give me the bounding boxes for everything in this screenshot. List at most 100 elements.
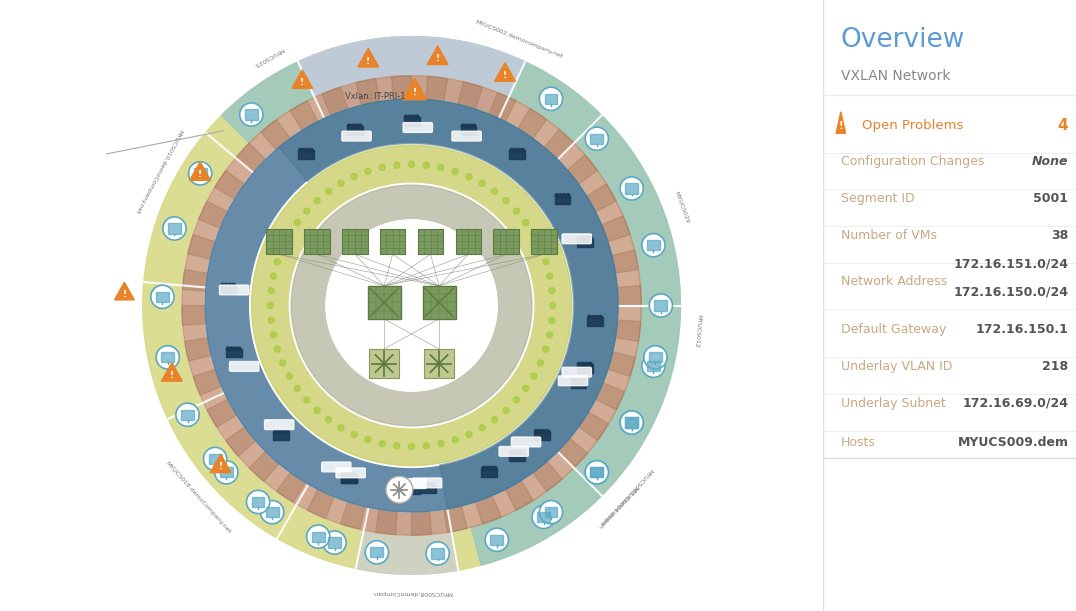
Circle shape: [323, 531, 346, 554]
Wedge shape: [426, 76, 448, 101]
Circle shape: [595, 315, 598, 319]
Bar: [252, 497, 265, 507]
Text: !: !: [218, 463, 223, 472]
Circle shape: [358, 124, 362, 128]
Circle shape: [274, 430, 278, 433]
Circle shape: [537, 360, 543, 366]
Circle shape: [228, 284, 231, 287]
Circle shape: [513, 148, 518, 152]
Bar: [298, 150, 314, 159]
Bar: [591, 467, 604, 477]
Circle shape: [468, 124, 472, 128]
Circle shape: [585, 127, 608, 150]
Text: MYUCS002.democompany.net: MYUCS002.democompany.net: [475, 20, 564, 59]
Circle shape: [326, 220, 497, 391]
Circle shape: [547, 332, 553, 338]
Bar: [342, 229, 368, 254]
Text: 4: 4: [1058, 118, 1068, 133]
Text: !: !: [170, 371, 174, 380]
Circle shape: [285, 430, 288, 433]
Bar: [591, 467, 604, 477]
Circle shape: [465, 124, 468, 128]
Circle shape: [203, 447, 227, 470]
Circle shape: [438, 164, 444, 170]
Text: MYUCS018.demoCompany.net: MYUCS018.demoCompany.net: [165, 461, 231, 535]
Circle shape: [231, 284, 236, 287]
Bar: [587, 317, 603, 326]
Circle shape: [260, 500, 284, 524]
Bar: [461, 126, 477, 134]
Circle shape: [513, 397, 520, 403]
Wedge shape: [533, 461, 563, 491]
Circle shape: [510, 450, 513, 454]
Circle shape: [379, 164, 385, 170]
Text: !: !: [300, 78, 305, 87]
Wedge shape: [356, 79, 379, 105]
FancyBboxPatch shape: [412, 478, 442, 488]
Circle shape: [348, 124, 351, 128]
Circle shape: [421, 483, 424, 486]
Bar: [509, 150, 525, 159]
Circle shape: [286, 373, 293, 379]
Circle shape: [240, 103, 263, 126]
Circle shape: [521, 148, 525, 152]
Circle shape: [365, 541, 388, 564]
Circle shape: [206, 99, 618, 512]
Circle shape: [405, 483, 408, 488]
Wedge shape: [411, 511, 431, 535]
Wedge shape: [222, 37, 680, 565]
Text: 172.16.150.0/24: 172.16.150.0/24: [953, 285, 1068, 299]
Text: 172.16.150.1: 172.16.150.1: [976, 323, 1068, 337]
Circle shape: [151, 285, 174, 309]
Bar: [534, 431, 550, 440]
Circle shape: [589, 362, 592, 366]
Text: MYUCS004.demo: MYUCS004.demo: [598, 484, 638, 526]
Bar: [181, 409, 194, 420]
FancyBboxPatch shape: [511, 437, 541, 447]
Wedge shape: [601, 216, 631, 242]
Circle shape: [426, 542, 450, 565]
Text: 172.16.69.0/24: 172.16.69.0/24: [962, 397, 1068, 410]
Polygon shape: [114, 282, 134, 300]
Circle shape: [326, 188, 331, 194]
Circle shape: [592, 315, 595, 319]
Circle shape: [394, 162, 400, 168]
Circle shape: [182, 76, 641, 535]
Circle shape: [246, 491, 270, 514]
FancyBboxPatch shape: [342, 131, 371, 141]
Wedge shape: [596, 383, 624, 410]
FancyBboxPatch shape: [452, 131, 481, 141]
Circle shape: [349, 472, 352, 476]
Circle shape: [274, 346, 281, 352]
Bar: [417, 229, 443, 254]
Circle shape: [502, 197, 509, 203]
Wedge shape: [322, 87, 348, 115]
Circle shape: [226, 347, 230, 351]
Text: !: !: [436, 54, 440, 64]
Text: 172.16.151.0/24: 172.16.151.0/24: [953, 257, 1068, 271]
Circle shape: [281, 430, 285, 433]
Circle shape: [303, 208, 310, 214]
Circle shape: [539, 500, 563, 524]
Circle shape: [513, 450, 518, 454]
Circle shape: [490, 466, 493, 470]
Wedge shape: [199, 201, 227, 228]
Polygon shape: [210, 454, 231, 473]
Circle shape: [326, 220, 497, 391]
Bar: [647, 240, 660, 251]
Circle shape: [411, 483, 415, 488]
Circle shape: [587, 315, 592, 319]
Polygon shape: [189, 162, 211, 180]
Text: Number of VMs: Number of VMs: [840, 229, 937, 242]
Text: MYUCS010.demoCompany.net: MYUCS010.demoCompany.net: [133, 128, 183, 214]
Circle shape: [314, 197, 321, 203]
Text: MYUCS025.: MYUCS025.: [252, 46, 285, 68]
Circle shape: [585, 461, 608, 484]
Wedge shape: [250, 452, 279, 481]
Wedge shape: [277, 472, 306, 502]
Wedge shape: [458, 82, 482, 109]
Bar: [591, 134, 604, 144]
Circle shape: [482, 466, 485, 470]
Circle shape: [351, 174, 357, 180]
Wedge shape: [341, 502, 365, 529]
